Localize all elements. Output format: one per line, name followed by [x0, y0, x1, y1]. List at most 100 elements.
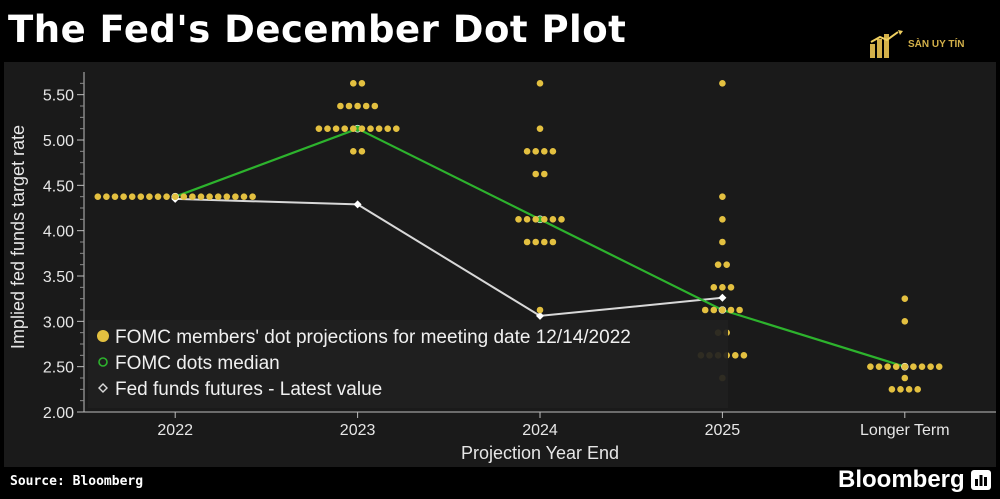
- dot-projection: [350, 80, 357, 87]
- dot-projection: [315, 125, 323, 132]
- dot-projection: [714, 261, 722, 268]
- dot-projection: [901, 374, 909, 382]
- legend-box: [88, 320, 728, 408]
- legend-dot-marker: [97, 330, 109, 342]
- dot-projection: [867, 363, 874, 370]
- dot-projection: [532, 238, 539, 246]
- dot-projection: [375, 125, 383, 132]
- legend-label-median: FOMC dots median: [115, 353, 280, 374]
- dot-projection: [197, 193, 205, 200]
- dot-projection: [515, 216, 522, 223]
- watermark-logo: SÀN UY TÍN: [870, 30, 965, 58]
- dot-projection: [701, 306, 709, 314]
- dot-projection: [137, 193, 145, 200]
- legend-futures-marker: [98, 383, 108, 393]
- watermark-text: SÀN UY TÍN: [908, 38, 965, 50]
- dot-projection: [249, 193, 256, 200]
- dot-projection: [914, 386, 921, 393]
- dot-projection: [723, 261, 730, 268]
- dot-projection: [103, 193, 110, 200]
- bloomberg-brand: Bloomberg: [838, 466, 991, 494]
- dot-projection: [727, 306, 735, 314]
- dot-projection: [223, 193, 231, 200]
- dot-projection: [541, 170, 548, 178]
- dot-projection: [94, 193, 102, 200]
- dot-projection: [206, 193, 213, 200]
- x-tick-label: 2024: [522, 422, 558, 439]
- futures-point: [353, 200, 362, 209]
- futures-series: [171, 194, 727, 320]
- y-tick-label: 5.50: [43, 88, 74, 105]
- dot-projection: [549, 238, 557, 246]
- dot-projection: [232, 193, 239, 200]
- dot-projection: [901, 363, 909, 370]
- dot-projection: [367, 125, 374, 132]
- dot-projection: [897, 386, 904, 393]
- dot-projection: [901, 318, 909, 325]
- dot-projection: [549, 148, 557, 155]
- dot-projection: [710, 306, 718, 314]
- dot-projection: [350, 125, 357, 132]
- dot-projection: [710, 284, 718, 291]
- legend-median-marker: [98, 357, 108, 367]
- dot-projection: [541, 238, 548, 246]
- dot-projection: [358, 125, 366, 132]
- futures-point: [718, 293, 727, 302]
- dot-projection: [358, 80, 366, 87]
- dot-projection: [337, 102, 344, 110]
- x-tick-label: Longer Term: [860, 422, 950, 439]
- bloomberg-logo-icon: [970, 470, 991, 490]
- dot-projection: [927, 363, 934, 370]
- dot-projections-series: [94, 80, 943, 393]
- dot-projection: [888, 386, 896, 393]
- dot-projection: [541, 216, 548, 223]
- y-tick-label: 3.00: [43, 314, 74, 331]
- dot-projection: [128, 193, 136, 200]
- dot-projection: [532, 170, 539, 178]
- dot-projection: [324, 125, 331, 132]
- dot-projection: [523, 238, 531, 246]
- y-tick-label: 3.50: [43, 269, 74, 286]
- dot-projection: [740, 352, 748, 359]
- dot-projection: [111, 193, 119, 200]
- dot-projection: [146, 193, 153, 200]
- dot-projection: [910, 363, 917, 370]
- dot-projection: [358, 148, 366, 155]
- dot-projection: [536, 125, 544, 132]
- dot-projection: [918, 363, 926, 370]
- y-tick-label: 2.00: [43, 405, 74, 422]
- y-tick-label: 5.00: [43, 133, 74, 150]
- y-axis-label: Implied fed funds target rate: [8, 125, 28, 349]
- dot-projection: [532, 148, 539, 155]
- dot-projection: [549, 216, 557, 223]
- dot-projection: [536, 80, 544, 87]
- dot-projection: [240, 193, 248, 200]
- dot-projection: [354, 102, 361, 110]
- dot-projection: [719, 238, 726, 246]
- y-tick-label: 4.50: [43, 178, 74, 195]
- futures-point: [536, 311, 544, 320]
- dot-projection: [332, 125, 340, 132]
- dot-projection: [727, 284, 735, 291]
- dot-projection: [384, 125, 392, 132]
- dot-projection: [189, 193, 196, 200]
- x-tick-label: 2022: [157, 422, 193, 439]
- dot-projection: [719, 284, 726, 291]
- dot-projection: [362, 102, 370, 110]
- dot-projection: [171, 193, 179, 200]
- dot-projection: [180, 193, 188, 200]
- dot-projection: [905, 386, 913, 393]
- dot-projection: [719, 80, 726, 87]
- dot-projection: [523, 148, 531, 155]
- legend: FOMC members' dot projections for meetin…: [88, 320, 728, 408]
- y-tick-label: 4.00: [43, 224, 74, 241]
- x-axis: 2022 2023 2024 2025 Longer Term: [84, 411, 996, 439]
- dot-projection: [541, 148, 548, 155]
- dot-projection: [214, 193, 222, 200]
- dot-projection: [719, 193, 726, 200]
- dot-projection: [884, 363, 891, 370]
- dot-projection: [892, 363, 900, 370]
- dot-projection: [163, 193, 170, 200]
- dot-projection: [558, 216, 565, 223]
